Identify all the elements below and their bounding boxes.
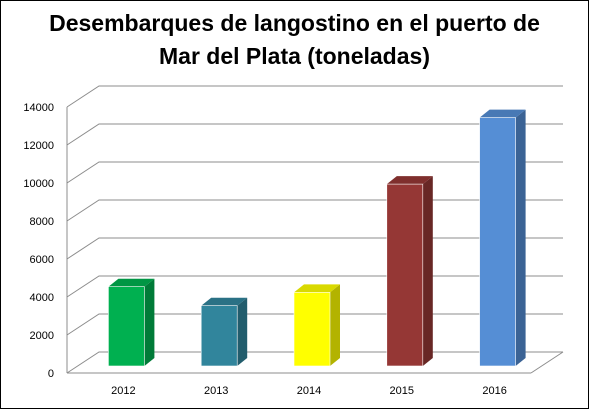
x-tick-label: 2015	[390, 385, 414, 397]
bar-top	[108, 278, 155, 287]
gridline	[66, 85, 563, 108]
chart-title-line-2: Mar del Plata (toneladas)	[159, 43, 430, 69]
bar-front	[293, 292, 331, 367]
bar-2014	[293, 284, 340, 367]
chart-title-line-1: Desembarques de langostino en el puerto …	[49, 10, 540, 36]
y-axis: 0 2000 4000 6000 8000 10000 12000 14000	[23, 102, 54, 380]
bar-top	[294, 284, 340, 293]
bar-front	[386, 183, 424, 367]
bar-side	[422, 176, 433, 366]
x-tick-label: 2016	[482, 385, 506, 397]
y-tick-label: 10000	[23, 178, 54, 190]
y-tick-label: 8000	[30, 216, 54, 228]
bar-2012	[108, 278, 155, 367]
bar-2013	[200, 297, 248, 367]
floor-right-edge	[530, 351, 564, 374]
bar-front	[479, 117, 516, 367]
y-tick-label: 0	[48, 368, 54, 380]
y-tick-label: 6000	[30, 254, 54, 266]
bar-side	[330, 284, 340, 366]
x-axis: 2012 2013 2014 2015 2016	[66, 107, 564, 397]
x-tick-label: 2012	[111, 385, 135, 397]
gridline	[66, 123, 563, 146]
bar-2016	[479, 109, 526, 367]
y-tick-label: 4000	[30, 292, 54, 304]
bar-top	[201, 297, 248, 306]
x-tick-label: 2014	[297, 385, 321, 397]
bar-side	[237, 297, 248, 366]
bars	[108, 109, 526, 367]
bar-side	[144, 278, 155, 366]
bar-side	[515, 109, 526, 366]
bar-front	[108, 286, 145, 367]
chart-title: Desembarques de langostino en el puerto …	[1, 7, 588, 73]
y-tick-label: 2000	[30, 330, 54, 342]
bar-top	[386, 176, 433, 185]
bar-front	[200, 305, 238, 367]
x-tick-label: 2013	[204, 385, 228, 397]
bar-2015	[386, 176, 433, 367]
y-tick-label: 12000	[23, 140, 54, 152]
y-tick-label: 14000	[23, 102, 54, 114]
bar-top	[479, 109, 526, 118]
gridline	[66, 161, 563, 184]
